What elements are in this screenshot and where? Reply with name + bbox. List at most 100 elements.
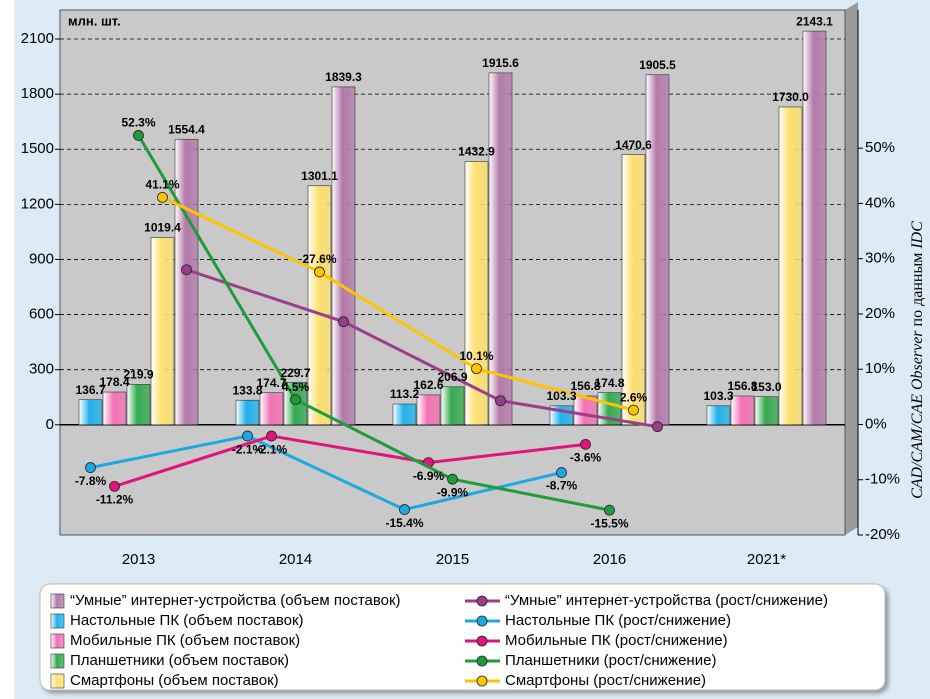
legend-label: “Умные” интернет-устройства (объем поста… [70,592,401,609]
growth-line [90,434,562,512]
growth-point [266,430,277,442]
growth-point [314,266,325,278]
growth-point [628,404,639,416]
growth-label: -6.9% [413,469,445,483]
bar-value-label: 1019.4 [144,221,181,235]
bar-value-label: 178.4 [99,375,129,389]
growth-label: -2.1% [232,442,264,456]
bar [78,399,103,426]
y-tick-label: 900 [29,250,54,267]
y2-tick-label: 10% [865,360,895,377]
legend-swatch [50,673,65,689]
x-tick-label: 2015 [436,551,469,568]
legend-marker [476,595,488,607]
growth-point [399,504,410,515]
legend-swatch [50,593,65,609]
bar [778,106,803,426]
growth-line [137,134,610,512]
y-tick-label: 1200 [21,195,54,212]
bar [102,391,127,426]
x-tick-label: 2013 [122,551,155,568]
growth-point [338,316,349,328]
growth-line [114,434,586,488]
growth-label: -15.4% [385,516,423,530]
growth-point [133,130,144,141]
legend-swatch [50,633,65,649]
legend-marker [476,635,488,647]
legend-box [39,583,886,691]
bar-value-label: 174.8 [594,376,624,390]
growth-label: -2.1% [256,442,288,456]
bar [392,403,417,426]
bar-value-label: 113.2 [390,387,420,401]
source-part: IDC [909,221,926,250]
legend-swatch [50,613,65,629]
source-part: по данным [909,253,926,327]
bar-value-label: 133.8 [232,383,262,397]
bar-value-label: 156.8 [727,379,757,393]
growth-label: 41.1% [145,178,179,192]
growth-label: 10.1% [459,349,493,363]
bar-value-label: 206.9 [437,370,467,384]
growth-label: -8.7% [546,479,578,493]
growth-label: 27.6% [302,252,336,266]
bar-value-label: 1470.6 [615,138,652,152]
growth-label: -15.5% [590,516,628,530]
plot-side [845,2,858,535]
growth-point [109,480,120,492]
x-tick-label: 2014 [279,551,312,568]
bar-value-label: 174.7 [256,376,286,390]
y2-tick-label: -20% [865,526,900,543]
legend-label: Смартфоны (объем поставок) [70,672,279,689]
bar-value-label: 2143.1 [796,14,833,28]
growth-label: -11.2% [96,493,134,507]
bar [126,384,151,426]
growth-point [495,395,506,407]
bar-value-label: 1839.3 [325,70,362,84]
y-tick-label: 1500 [21,140,54,157]
growth-point [157,191,168,203]
growth-label: -7.8% [75,474,107,488]
growth-point [242,430,253,442]
growth-label: -3.6% [570,451,602,465]
bar-value-label: 153.0 [751,380,781,394]
left-stripe [0,0,14,699]
growth-line [186,268,658,429]
y2-tick-label: 0% [865,415,887,432]
growth-point [447,473,458,485]
bar [464,161,489,426]
bar [235,399,260,426]
bar [802,30,827,426]
bar [307,185,332,426]
legend-marker [476,675,488,687]
x-tick-label: 2016 [593,551,626,568]
growth-point [471,363,482,375]
bar [259,392,284,426]
bar [488,72,513,426]
legend-label: Мобильные ПК (рост/снижение) [505,632,728,649]
legend-label: Настольные ПК (рост/снижение) [505,612,731,629]
growth-label: 52.3% [121,116,155,130]
y-tick-label: 600 [29,306,54,323]
bar [440,386,465,426]
bar [150,237,175,426]
growth-point [556,467,567,478]
y2-tick-label: 30% [865,250,895,267]
legend-label: Мобильные ПК (объем поставок) [70,632,300,649]
legend-marker [476,615,488,627]
bar-value-label: 219.9 [123,368,153,382]
bar-value-label: 162.6 [413,378,443,392]
bar-value-label: 229.7 [280,366,310,380]
x-tick-label: 2021* [747,551,786,568]
growth-label: 4.5% [282,380,310,394]
bar [416,394,441,426]
legend-label: Смартфоны (рост/снижение) [505,672,706,689]
source-note: CAD/CAM/CAE Observer по данным IDC [909,221,926,499]
bar-value-label: 1432.9 [458,145,495,159]
growth-point [652,421,663,433]
bar-value-label: 1301.1 [301,169,338,183]
y2-tick-label: 40% [865,194,895,211]
y2-tick-label: -10% [865,471,900,488]
legend-label: “Умные” интернет-устройства (рост/снижен… [505,592,828,609]
